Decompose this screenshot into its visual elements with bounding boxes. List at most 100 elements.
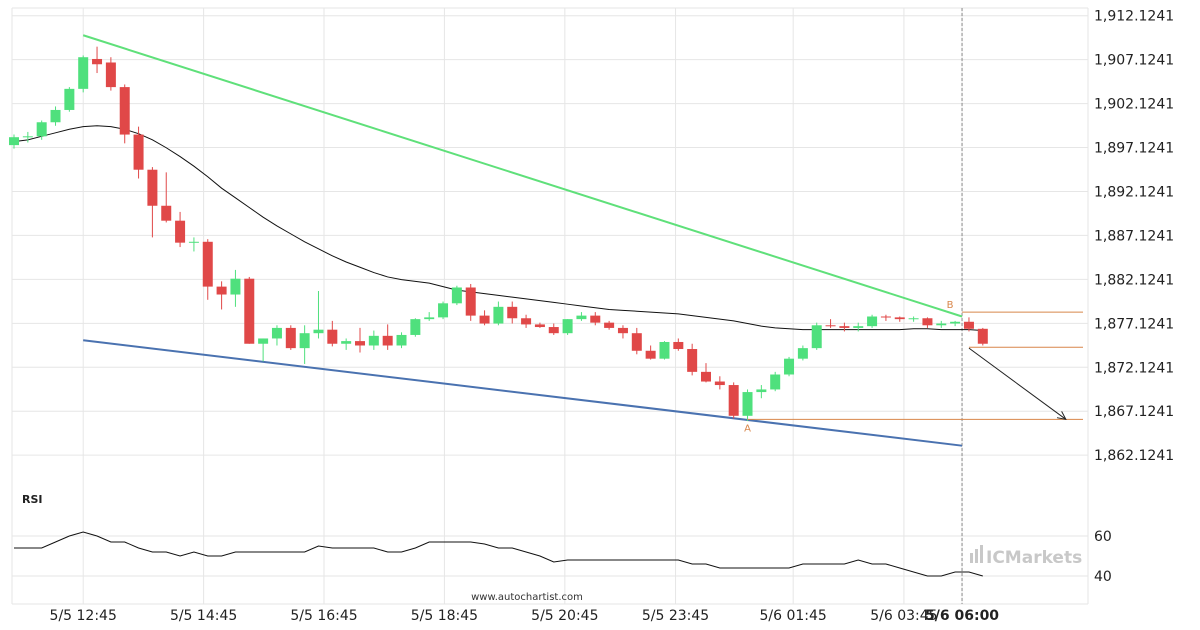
candle-body xyxy=(867,316,878,327)
candle-body xyxy=(936,323,947,326)
candle xyxy=(811,322,822,350)
candle xyxy=(756,385,767,399)
candle-body xyxy=(728,385,739,416)
y-tick-label: 1,862.1241 xyxy=(1094,448,1174,464)
candle xyxy=(175,211,186,248)
candle xyxy=(507,301,518,324)
candle xyxy=(728,382,739,419)
level-lines-layer: BA xyxy=(744,300,1083,434)
candle-body xyxy=(465,287,476,316)
candle xyxy=(659,341,670,360)
candle-body xyxy=(908,318,919,320)
candle-body xyxy=(105,62,116,88)
candle-body xyxy=(410,319,421,335)
candle-body xyxy=(645,350,656,359)
candle xyxy=(673,338,684,351)
candle xyxy=(521,314,532,328)
candle-body xyxy=(797,348,808,359)
candle xyxy=(202,239,213,300)
candle-body xyxy=(631,333,642,351)
candle xyxy=(355,327,365,353)
candle xyxy=(327,320,338,347)
candle xyxy=(645,345,656,360)
candle-body xyxy=(64,88,75,110)
candle xyxy=(64,87,75,112)
candle xyxy=(92,46,103,74)
candle-body xyxy=(22,136,33,138)
candle xyxy=(50,106,61,126)
candle-body xyxy=(36,122,47,137)
candle xyxy=(313,291,324,339)
brand-logo: ICMarkets xyxy=(970,545,1082,568)
upper-trendline xyxy=(82,34,963,318)
candle-body xyxy=(50,109,61,123)
candle xyxy=(299,325,310,364)
rsi-tick-label: 40 xyxy=(1094,569,1112,585)
candle xyxy=(936,320,947,328)
candle xyxy=(451,285,462,306)
rsi-tick-label: 60 xyxy=(1094,529,1112,545)
y-tick-label: 1,867.1241 xyxy=(1094,404,1174,420)
candle xyxy=(161,172,172,223)
candle xyxy=(216,281,227,310)
candle-body xyxy=(756,389,767,393)
candle-body xyxy=(770,374,781,390)
candle-body xyxy=(590,315,601,323)
candle xyxy=(147,167,158,238)
candle-body xyxy=(188,241,199,243)
candle-body xyxy=(521,318,532,325)
watermark-text: www.autochartist.com xyxy=(471,592,583,603)
candle xyxy=(119,84,130,144)
candle-body xyxy=(216,286,227,295)
candle xyxy=(22,131,33,143)
y-tick-label: 1,877.1241 xyxy=(1094,316,1174,332)
candle-body xyxy=(396,334,407,346)
candle xyxy=(230,269,241,307)
candle xyxy=(382,324,393,350)
candle xyxy=(368,330,379,350)
candle-body xyxy=(438,303,449,318)
candle-body xyxy=(977,328,988,344)
candle-body xyxy=(355,341,365,346)
candle xyxy=(36,120,47,140)
candle xyxy=(341,338,352,350)
candle-body xyxy=(922,318,933,326)
candle xyxy=(438,301,449,320)
candle xyxy=(797,345,808,361)
candle xyxy=(839,322,850,332)
candle xyxy=(548,323,559,335)
candle xyxy=(562,319,573,335)
candle xyxy=(285,325,296,350)
x-tick-label: 5/5 20:45 xyxy=(531,608,598,624)
candle xyxy=(701,363,711,383)
projection-arrow-head xyxy=(1056,411,1067,421)
candle xyxy=(742,389,753,422)
x-tick-label: 5/5 16:45 xyxy=(290,608,357,624)
rsi-line xyxy=(14,531,983,577)
candle-body xyxy=(271,327,282,339)
bars-logo-icon xyxy=(970,545,983,563)
y-tick-label: 1,907.1241 xyxy=(1094,53,1174,69)
y-tick-label: 1,892.1241 xyxy=(1094,184,1174,200)
candle-body xyxy=(382,335,393,346)
candle-body xyxy=(534,324,545,328)
candle xyxy=(908,316,919,322)
candle-body xyxy=(119,87,130,135)
candle xyxy=(424,312,435,321)
candle xyxy=(770,371,781,392)
candle-body xyxy=(258,338,269,344)
moving-average-layer xyxy=(13,125,983,332)
x-tick-label: 5/5 23:45 xyxy=(642,608,709,624)
rsi-layer xyxy=(14,531,983,577)
candle-body xyxy=(493,306,504,324)
candle-body xyxy=(133,134,144,170)
candle xyxy=(534,322,545,328)
candle-body xyxy=(341,341,352,344)
candle xyxy=(880,314,891,321)
candle-body xyxy=(894,317,905,320)
candle-body xyxy=(9,137,19,146)
candle xyxy=(576,312,587,321)
lower-trendline xyxy=(83,339,963,447)
